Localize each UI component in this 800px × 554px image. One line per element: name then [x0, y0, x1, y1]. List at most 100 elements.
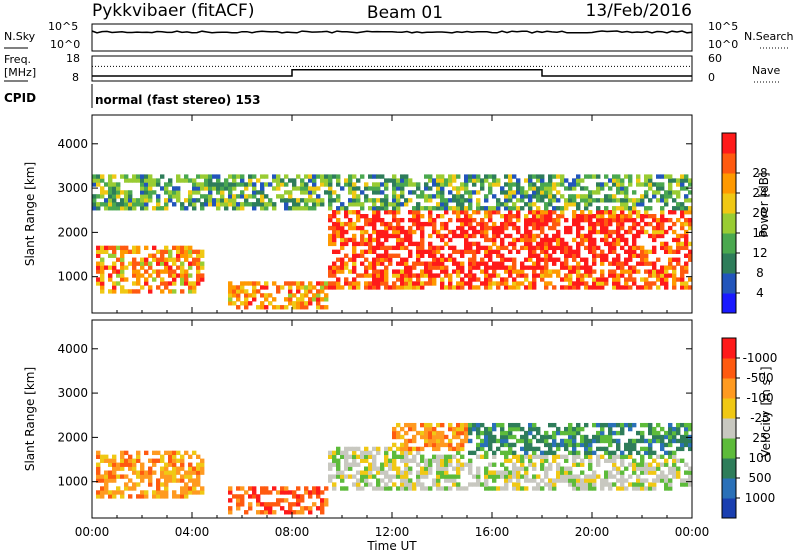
echo-cell: [348, 225, 353, 231]
echo-cell: [608, 422, 613, 428]
echo-cell: [404, 285, 409, 290]
echo-cell: [432, 217, 437, 223]
echo-cell: [300, 186, 305, 191]
echo-cell: [112, 245, 117, 251]
echo-cell: [364, 186, 369, 191]
echo-cell: [668, 225, 673, 231]
colorbar-segment: [722, 233, 736, 254]
echo-cell: [672, 210, 677, 215]
echo-cell: [612, 210, 617, 215]
echo-cell: [180, 458, 185, 463]
echo-cell: [368, 241, 373, 247]
echo-cell: [648, 446, 653, 452]
echo-cell: [416, 281, 421, 286]
echo-cell: [576, 217, 581, 223]
echo-cell: [440, 474, 445, 479]
echo-cell: [552, 245, 557, 251]
echo-cell: [620, 426, 625, 432]
echo-cell: [336, 221, 341, 227]
echo-cell: [224, 182, 229, 187]
echo-cell: [424, 186, 429, 191]
echo-cell: [468, 466, 473, 471]
echo-cell: [324, 281, 329, 286]
echo-cell: [128, 202, 133, 207]
echo-cell: [100, 190, 105, 195]
echo-cell: [556, 237, 561, 243]
echo-cell: [596, 446, 601, 452]
echo-cell: [336, 281, 341, 286]
echo-cell: [556, 198, 561, 203]
echo-cell: [476, 261, 481, 266]
echo-cell: [392, 233, 397, 239]
echo-cell: [544, 241, 549, 247]
echo-cell: [424, 221, 429, 227]
echo-cell: [384, 202, 389, 207]
echo-cell: [156, 285, 161, 290]
echo-cell: [584, 217, 589, 223]
echo-cell: [508, 434, 513, 440]
echo-cell: [332, 458, 337, 463]
echo-cell: [428, 210, 433, 215]
echo-cell: [112, 470, 117, 475]
echo-cell: [336, 233, 341, 239]
echo-cell: [544, 261, 549, 266]
echo-cell: [484, 269, 489, 274]
echo-cell: [448, 229, 453, 235]
echo-cell: [380, 233, 385, 239]
echo-cell: [592, 237, 597, 243]
echo-cell: [184, 482, 189, 487]
echo-cell: [616, 214, 621, 219]
echo-cell: [688, 217, 693, 223]
echo-cell: [688, 482, 693, 487]
echo-cell: [388, 221, 393, 227]
echo-cell: [384, 285, 389, 290]
echo-cell: [284, 190, 289, 195]
echo-cell: [604, 434, 609, 440]
echo-cell: [456, 450, 461, 456]
echo-cell: [428, 434, 433, 440]
echo-cell: [596, 229, 601, 235]
echo-cell: [548, 202, 553, 207]
echo-cell: [124, 190, 129, 195]
echo-cell: [156, 261, 161, 266]
echo-cell: [404, 277, 409, 282]
echo-cell: [408, 249, 413, 254]
echo-cell: [652, 225, 657, 231]
echo-cell: [500, 281, 505, 286]
echo-cell: [444, 454, 449, 459]
echo-cell: [508, 214, 513, 219]
echo-cell: [552, 206, 557, 211]
echo-cell: [96, 474, 101, 479]
echo-cell: [592, 281, 597, 286]
echo-cell: [600, 214, 605, 219]
echo-cell: [684, 470, 689, 475]
echo-cell: [668, 186, 673, 191]
echo-cell: [676, 182, 681, 187]
echo-cell: [112, 478, 117, 483]
echo-cell: [620, 190, 625, 195]
echo-cell: [416, 430, 421, 436]
echo-cell: [504, 206, 509, 211]
echo-cell: [264, 206, 269, 211]
echo-cell: [192, 470, 197, 475]
echo-cell: [536, 174, 541, 179]
echo-cell: [300, 305, 305, 310]
colorbar-tick-label: -500: [746, 371, 773, 385]
echo-cell: [440, 190, 445, 195]
echo-cell: [392, 458, 397, 463]
echo-cell: [392, 454, 397, 459]
echo-cell: [332, 482, 337, 487]
echo-cell: [512, 450, 517, 456]
echo-cell: [96, 450, 101, 456]
echo-cell: [548, 198, 553, 203]
echo-cell: [288, 198, 293, 203]
echo-cell: [148, 186, 153, 191]
echo-cell: [180, 265, 185, 270]
echo-cell: [428, 442, 433, 448]
echo-cell: [336, 474, 341, 479]
echo-cell: [452, 430, 457, 436]
echo-cell: [408, 426, 413, 432]
echo-cell: [444, 182, 449, 187]
echo-cell: [544, 442, 549, 448]
echo-cell: [684, 422, 689, 428]
